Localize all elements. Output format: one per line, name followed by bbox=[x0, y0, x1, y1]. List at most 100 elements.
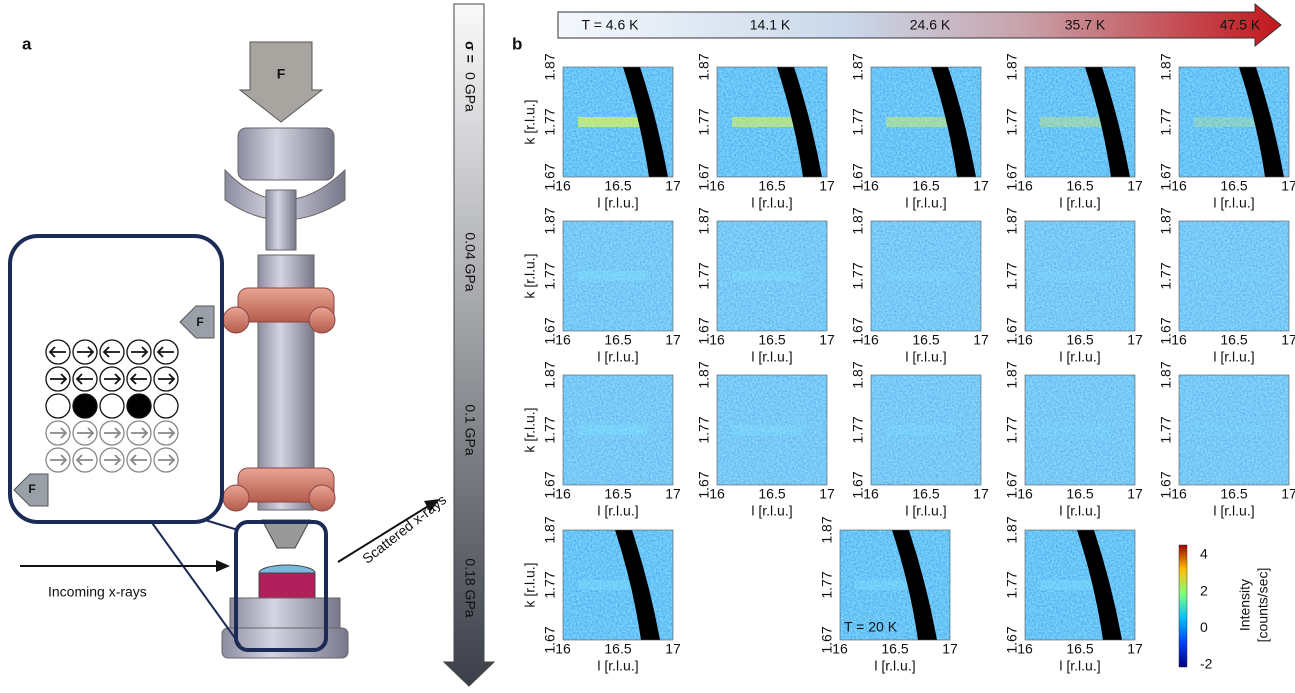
bolt bbox=[223, 307, 249, 333]
spin bbox=[154, 394, 178, 418]
y-tick-label: 1.77 bbox=[1004, 262, 1020, 289]
x-tick-label: 17 bbox=[665, 486, 681, 502]
y-tick-label: 1.67 bbox=[1158, 471, 1174, 498]
y-tick-label: 1.87 bbox=[1158, 53, 1174, 80]
arrowhead bbox=[216, 560, 230, 572]
x-tick-label: 16.5 bbox=[1220, 486, 1247, 502]
y-tick-label: 1.87 bbox=[542, 207, 558, 234]
temperature-label: 24.6 K bbox=[910, 17, 951, 33]
x-tick-label: 16.5 bbox=[758, 178, 785, 194]
map-panel: 1616.517l [r.l.u.]1.871.771.67k [r.l.u.] bbox=[522, 207, 681, 365]
x-tick-label: 17 bbox=[1127, 332, 1143, 348]
y-tick-label: 1.67 bbox=[542, 317, 558, 344]
diffuse-band bbox=[1040, 117, 1110, 127]
y-tick-label: 1.77 bbox=[542, 416, 558, 443]
y-axis-label: k [r.l.u.] bbox=[522, 562, 538, 607]
y-tick-label: 1.87 bbox=[542, 53, 558, 80]
map-panel: 1616.517l [r.l.u.]1.871.771.67 bbox=[850, 207, 989, 365]
y-tick-label: 1.77 bbox=[850, 108, 866, 135]
map-panel: 1616.517l [r.l.u.]1.871.771.67 bbox=[696, 53, 835, 211]
stress-symbol: σ = bbox=[462, 41, 478, 63]
x-axis-label: l [r.l.u.] bbox=[905, 349, 946, 365]
x-axis-label: l [r.l.u.] bbox=[597, 349, 638, 365]
panel-label: a bbox=[22, 34, 32, 53]
y-tick-label: 1.77 bbox=[542, 108, 558, 135]
x-axis-label: l [r.l.u.] bbox=[751, 195, 792, 211]
y-tick-label: 1.77 bbox=[696, 262, 712, 289]
y-axis-label: k [r.l.u.] bbox=[522, 253, 538, 298]
x-tick-label: 16.5 bbox=[1066, 332, 1093, 348]
y-tick-label: 1.87 bbox=[1004, 361, 1020, 388]
y-tick-label: 1.87 bbox=[1004, 53, 1020, 80]
y-tick-label: 1.77 bbox=[1004, 108, 1020, 135]
incoming-label: Incoming x-rays bbox=[48, 584, 147, 600]
map-panel: 1616.517l [r.l.u.]1.871.771.67T = 20 K bbox=[819, 516, 958, 674]
temperature-label: T = 4.6 K bbox=[582, 17, 640, 33]
bolt bbox=[309, 307, 335, 333]
diffuse-band bbox=[732, 271, 802, 281]
y-tick-label: 1.77 bbox=[696, 108, 712, 135]
map-panel: 1616.517l [r.l.u.]1.871.771.67 bbox=[1004, 516, 1143, 674]
y-tick-label: 1.77 bbox=[1158, 108, 1174, 135]
temperature-label: 14.1 K bbox=[750, 17, 791, 33]
x-axis-label: l [r.l.u.] bbox=[1059, 195, 1100, 211]
bolt bbox=[223, 485, 249, 511]
panel-label: b bbox=[512, 34, 522, 53]
temperature-label: 47.5 K bbox=[1220, 17, 1261, 33]
colorbar-tick-label: 4 bbox=[1200, 546, 1208, 562]
diffuse-band bbox=[886, 425, 956, 435]
diffuse-band bbox=[578, 117, 648, 127]
anvil bbox=[262, 520, 310, 548]
y-tick-label: 1.67 bbox=[696, 317, 712, 344]
x-axis-label: l [r.l.u.] bbox=[1213, 349, 1254, 365]
x-tick-label: 16.5 bbox=[1066, 486, 1093, 502]
y-tick-label: 1.67 bbox=[1004, 626, 1020, 653]
x-axis-label: l [r.l.u.] bbox=[874, 658, 915, 674]
y-tick-label: 1.87 bbox=[696, 53, 712, 80]
x-tick-label: 16.5 bbox=[758, 486, 785, 502]
x-axis-label: l [r.l.u.] bbox=[597, 658, 638, 674]
figure: a F F F Incoming x-rays Scattered x-rays… bbox=[0, 0, 1295, 688]
y-tick-label: 1.67 bbox=[1158, 317, 1174, 344]
y-axis-label: k [r.l.u.] bbox=[522, 99, 538, 144]
y-tick-label: 1.77 bbox=[819, 571, 835, 598]
y-tick-label: 1.67 bbox=[696, 163, 712, 190]
y-tick-label: 1.67 bbox=[542, 471, 558, 498]
x-tick-label: 17 bbox=[819, 178, 835, 194]
y-tick-label: 1.67 bbox=[1004, 163, 1020, 190]
bolt bbox=[309, 485, 335, 511]
colorbar-tick-label: 2 bbox=[1200, 582, 1208, 598]
diffuse-band bbox=[578, 425, 648, 435]
colorbar-tick-label: -2 bbox=[1200, 656, 1213, 672]
spin bbox=[127, 394, 151, 418]
y-tick-label: 1.87 bbox=[1004, 207, 1020, 234]
y-tick-label: 1.77 bbox=[1004, 416, 1020, 443]
y-tick-label: 1.77 bbox=[850, 416, 866, 443]
x-axis-label: l [r.l.u.] bbox=[751, 349, 792, 365]
x-tick-label: 17 bbox=[665, 178, 681, 194]
x-tick-label: 17 bbox=[665, 332, 681, 348]
x-tick-label: 17 bbox=[973, 486, 989, 502]
zoom-line bbox=[205, 520, 238, 530]
x-tick-label: 16.5 bbox=[604, 178, 631, 194]
y-axis-label: k [r.l.u.] bbox=[522, 407, 538, 452]
y-tick-label: 1.67 bbox=[1004, 471, 1020, 498]
y-tick-label: 1.77 bbox=[542, 571, 558, 598]
stress-label: 0.1 GPa bbox=[462, 404, 478, 456]
diffuse-band bbox=[1194, 271, 1264, 281]
y-tick-label: 1.87 bbox=[696, 207, 712, 234]
x-tick-label: 17 bbox=[973, 332, 989, 348]
x-axis-label: l [r.l.u.] bbox=[1059, 658, 1100, 674]
y-tick-label: 1.67 bbox=[850, 471, 866, 498]
x-tick-label: 17 bbox=[819, 486, 835, 502]
spin bbox=[46, 394, 70, 418]
colorbar bbox=[1179, 545, 1187, 667]
x-axis-label: l [r.l.u.] bbox=[1059, 349, 1100, 365]
map-panel: 1616.517l [r.l.u.]1.871.771.67 bbox=[1004, 53, 1143, 211]
map-panel: 1616.517l [r.l.u.]1.871.771.67 bbox=[1158, 361, 1295, 519]
